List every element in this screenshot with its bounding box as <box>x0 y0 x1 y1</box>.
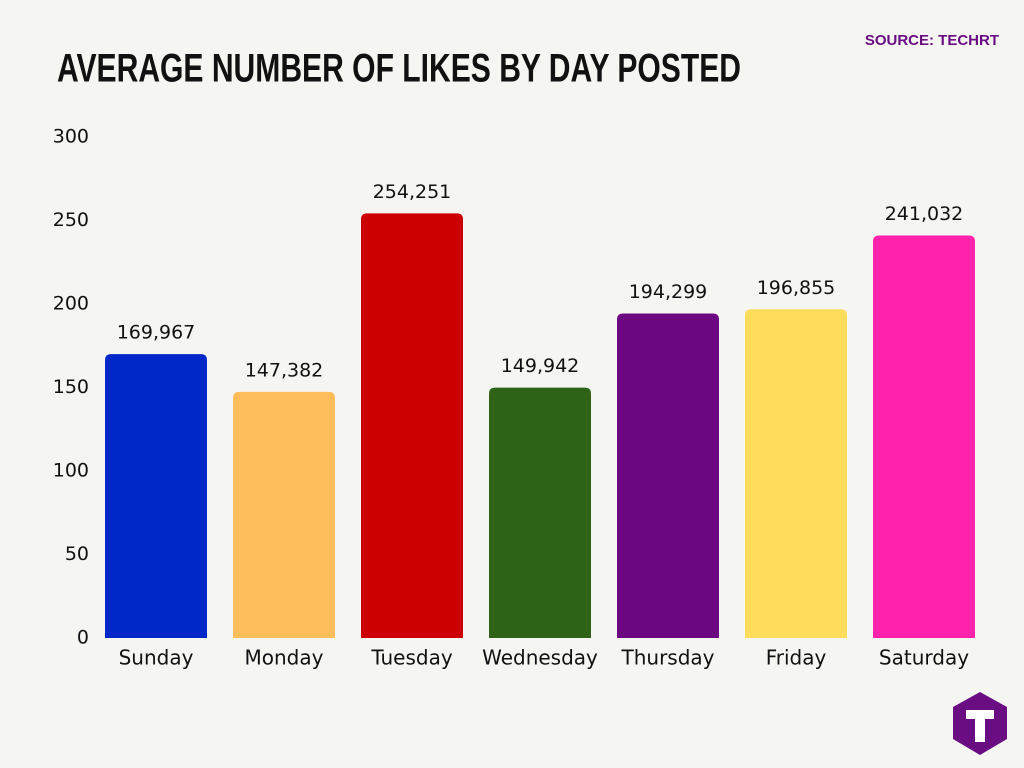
y-tick-label: 200 <box>53 293 89 315</box>
x-tick-label: Sunday <box>119 646 194 670</box>
bar <box>105 354 207 638</box>
x-tick-label: Saturday <box>879 646 969 670</box>
chart-title: AVERAGE NUMBER OF LIKES BY DAY POSTED <box>57 47 741 91</box>
bar <box>361 213 463 639</box>
bar <box>233 391 335 638</box>
value-label: 147,382 <box>245 359 324 381</box>
y-tick-label: 50 <box>65 543 89 565</box>
value-label: 194,299 <box>629 281 708 303</box>
value-label: 169,967 <box>117 322 196 344</box>
y-tick-label: 150 <box>53 376 89 398</box>
bar <box>617 313 719 638</box>
x-tick-label: Wednesday <box>482 646 598 670</box>
logo-glyph <box>966 710 994 742</box>
bar <box>489 387 591 638</box>
x-tick-label: Monday <box>245 646 324 670</box>
y-tick-label: 100 <box>53 460 89 482</box>
y-tick-label: 0 <box>77 627 89 649</box>
chart-source: SOURCE: TECHRT <box>865 32 999 49</box>
value-label: 196,855 <box>757 277 836 299</box>
value-label: 149,942 <box>501 355 580 377</box>
bar <box>873 235 975 638</box>
logo <box>953 692 1007 755</box>
x-tick-label: Thursday <box>621 646 715 670</box>
value-label: 254,251 <box>373 181 452 203</box>
x-tick-label: Friday <box>766 646 827 670</box>
y-tick-label: 300 <box>53 126 89 148</box>
y-tick-label: 250 <box>53 209 89 231</box>
value-label: 241,032 <box>885 203 964 225</box>
x-tick-label: Tuesday <box>370 646 453 670</box>
bar <box>745 309 847 638</box>
